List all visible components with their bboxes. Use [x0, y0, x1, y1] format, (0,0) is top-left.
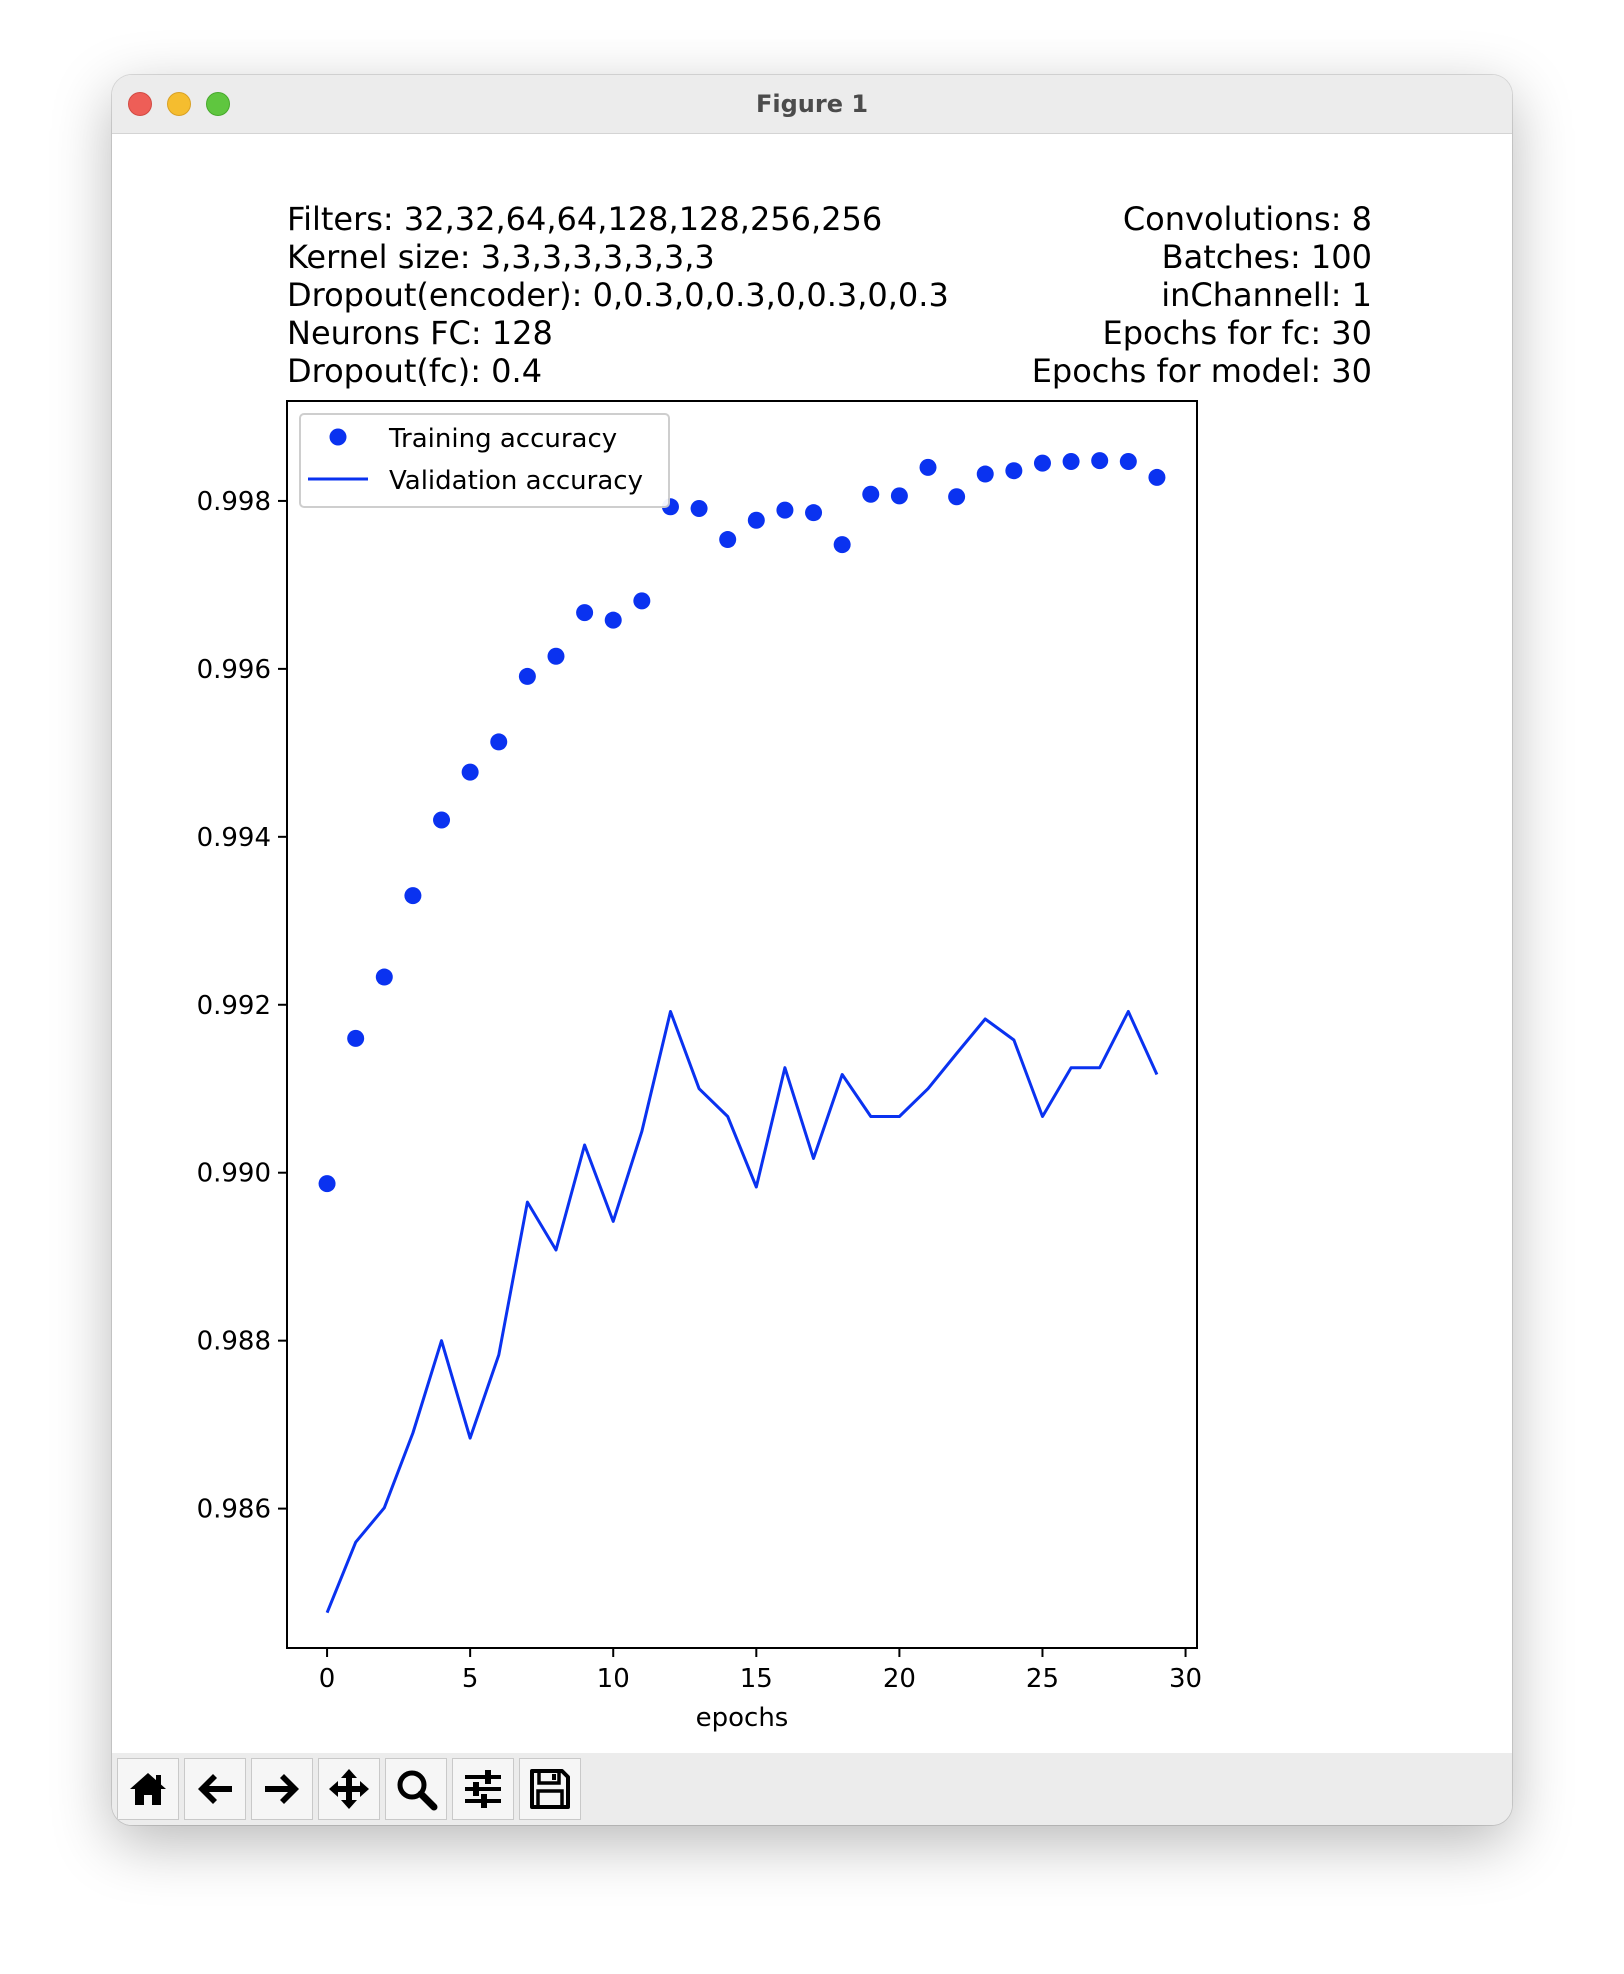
magnifier-icon: [397, 1770, 438, 1811]
minimize-window-button[interactable]: [167, 92, 191, 116]
training-accuracy-point: [433, 811, 451, 829]
training-accuracy-point: [633, 592, 651, 610]
configure-subplots-button[interactable]: [452, 1758, 514, 1820]
figure-window: Figure 1 Filters: 32,32,64,64,128,128,25…: [112, 75, 1512, 1825]
training-accuracy-point: [919, 458, 937, 476]
training-accuracy-point: [518, 667, 536, 685]
info-kernel-size: Kernel size: 3,3,3,3,3,3,3,3: [287, 238, 715, 276]
info-in-channel: inChannell: 1: [1161, 276, 1372, 314]
training-accuracy-point: [948, 488, 966, 506]
info-dropout-encoder: Dropout(encoder): 0,0.3,0,0.3,0,0.3,0,0.…: [287, 276, 949, 314]
zoom-button[interactable]: [385, 1758, 447, 1820]
training-accuracy-point: [1062, 452, 1080, 470]
training-accuracy-point: [347, 1029, 365, 1047]
arrow-right-icon: [265, 1774, 299, 1804]
y-tick-label: 0.994: [197, 823, 271, 853]
forward-button[interactable]: [251, 1758, 313, 1820]
x-tick-label: 30: [1169, 1664, 1202, 1694]
training-accuracy-point: [404, 887, 422, 905]
training-accuracy-point: [318, 1175, 336, 1193]
info-neurons-fc: Neurons FC: 128: [287, 314, 553, 352]
home-icon: [130, 1773, 166, 1805]
training-accuracy-point: [604, 611, 622, 629]
training-accuracy-point: [461, 763, 479, 781]
home-button[interactable]: [117, 1758, 179, 1820]
y-tick-label: 0.986: [197, 1495, 271, 1525]
info-dropout-fc: Dropout(fc): 0.4: [287, 352, 543, 390]
x-tick-label: 10: [597, 1664, 630, 1694]
training-accuracy-point: [747, 511, 765, 529]
floppy-disk-icon: [530, 1769, 570, 1809]
info-epochs-fc: Epochs for fc: 30: [1102, 314, 1372, 352]
sliders-icon: [465, 1770, 501, 1808]
figure-canvas[interactable]: Filters: 32,32,64,64,128,128,256,256 Ker…: [112, 134, 1512, 1753]
y-tick-label: 0.988: [197, 1327, 271, 1357]
accuracy-chart: 0 5 10 15 20 25 30 0.986 0.988 0.990 0.992 0.994 0.9…: [197, 400, 1202, 1733]
title-bar[interactable]: Figure 1: [112, 75, 1512, 134]
x-tick-label: 20: [883, 1664, 916, 1694]
back-button[interactable]: [184, 1758, 246, 1820]
x-tick-label: 0: [319, 1664, 336, 1694]
legend-box: [299, 413, 670, 508]
training-accuracy-point: [547, 647, 565, 665]
plot-frame: [286, 400, 1198, 1649]
training-accuracy-point: [1119, 452, 1137, 470]
legend-label-validation: Validation accuracy: [389, 466, 643, 496]
pan-button[interactable]: [318, 1758, 380, 1820]
training-accuracy-point: [1148, 468, 1166, 486]
save-button[interactable]: [519, 1758, 581, 1820]
info-convolutions: Convolutions: 8: [1122, 200, 1372, 238]
x-axis-label: epochs: [696, 1703, 789, 1733]
window-title: Figure 1: [755, 90, 869, 118]
arrow-left-icon: [198, 1774, 232, 1804]
y-tick-label: 0.996: [197, 655, 271, 685]
x-tick-label: 5: [462, 1664, 479, 1694]
y-tick-label: 0.990: [197, 1159, 271, 1189]
navigation-toolbar: [112, 1753, 1512, 1825]
training-accuracy-point: [1005, 462, 1023, 480]
x-tick-label: 25: [1026, 1664, 1059, 1694]
y-tick-label: 0.992: [197, 991, 271, 1021]
move-icon: [329, 1769, 369, 1809]
training-accuracy-point: [719, 531, 737, 549]
legend-marker-training: [329, 428, 347, 446]
training-accuracy-point: [776, 501, 794, 519]
info-filters: Filters: 32,32,64,64,128,128,256,256: [287, 200, 883, 238]
training-accuracy-point: [1033, 454, 1051, 472]
training-accuracy-point: [576, 604, 594, 622]
maximize-window-button[interactable]: [206, 92, 230, 116]
training-accuracy-point: [890, 487, 908, 505]
close-window-button[interactable]: [128, 92, 152, 116]
training-accuracy-point: [690, 499, 708, 517]
training-accuracy-point: [375, 968, 393, 986]
training-accuracy-point: [805, 504, 823, 522]
training-accuracy-point: [490, 733, 508, 751]
training-accuracy-point: [1091, 452, 1109, 470]
legend-label-training: Training accuracy: [388, 424, 617, 454]
info-batches: Batches: 100: [1161, 238, 1372, 276]
x-tick-label: 15: [740, 1664, 773, 1694]
training-accuracy-point: [862, 485, 880, 503]
training-accuracy-point: [976, 465, 994, 483]
training-accuracy-point: [833, 536, 851, 554]
y-tick-label: 0.998: [197, 487, 271, 517]
info-epochs-model: Epochs for model: 30: [1031, 352, 1372, 390]
validation-accuracy-line: [325, 1010, 1159, 1614]
